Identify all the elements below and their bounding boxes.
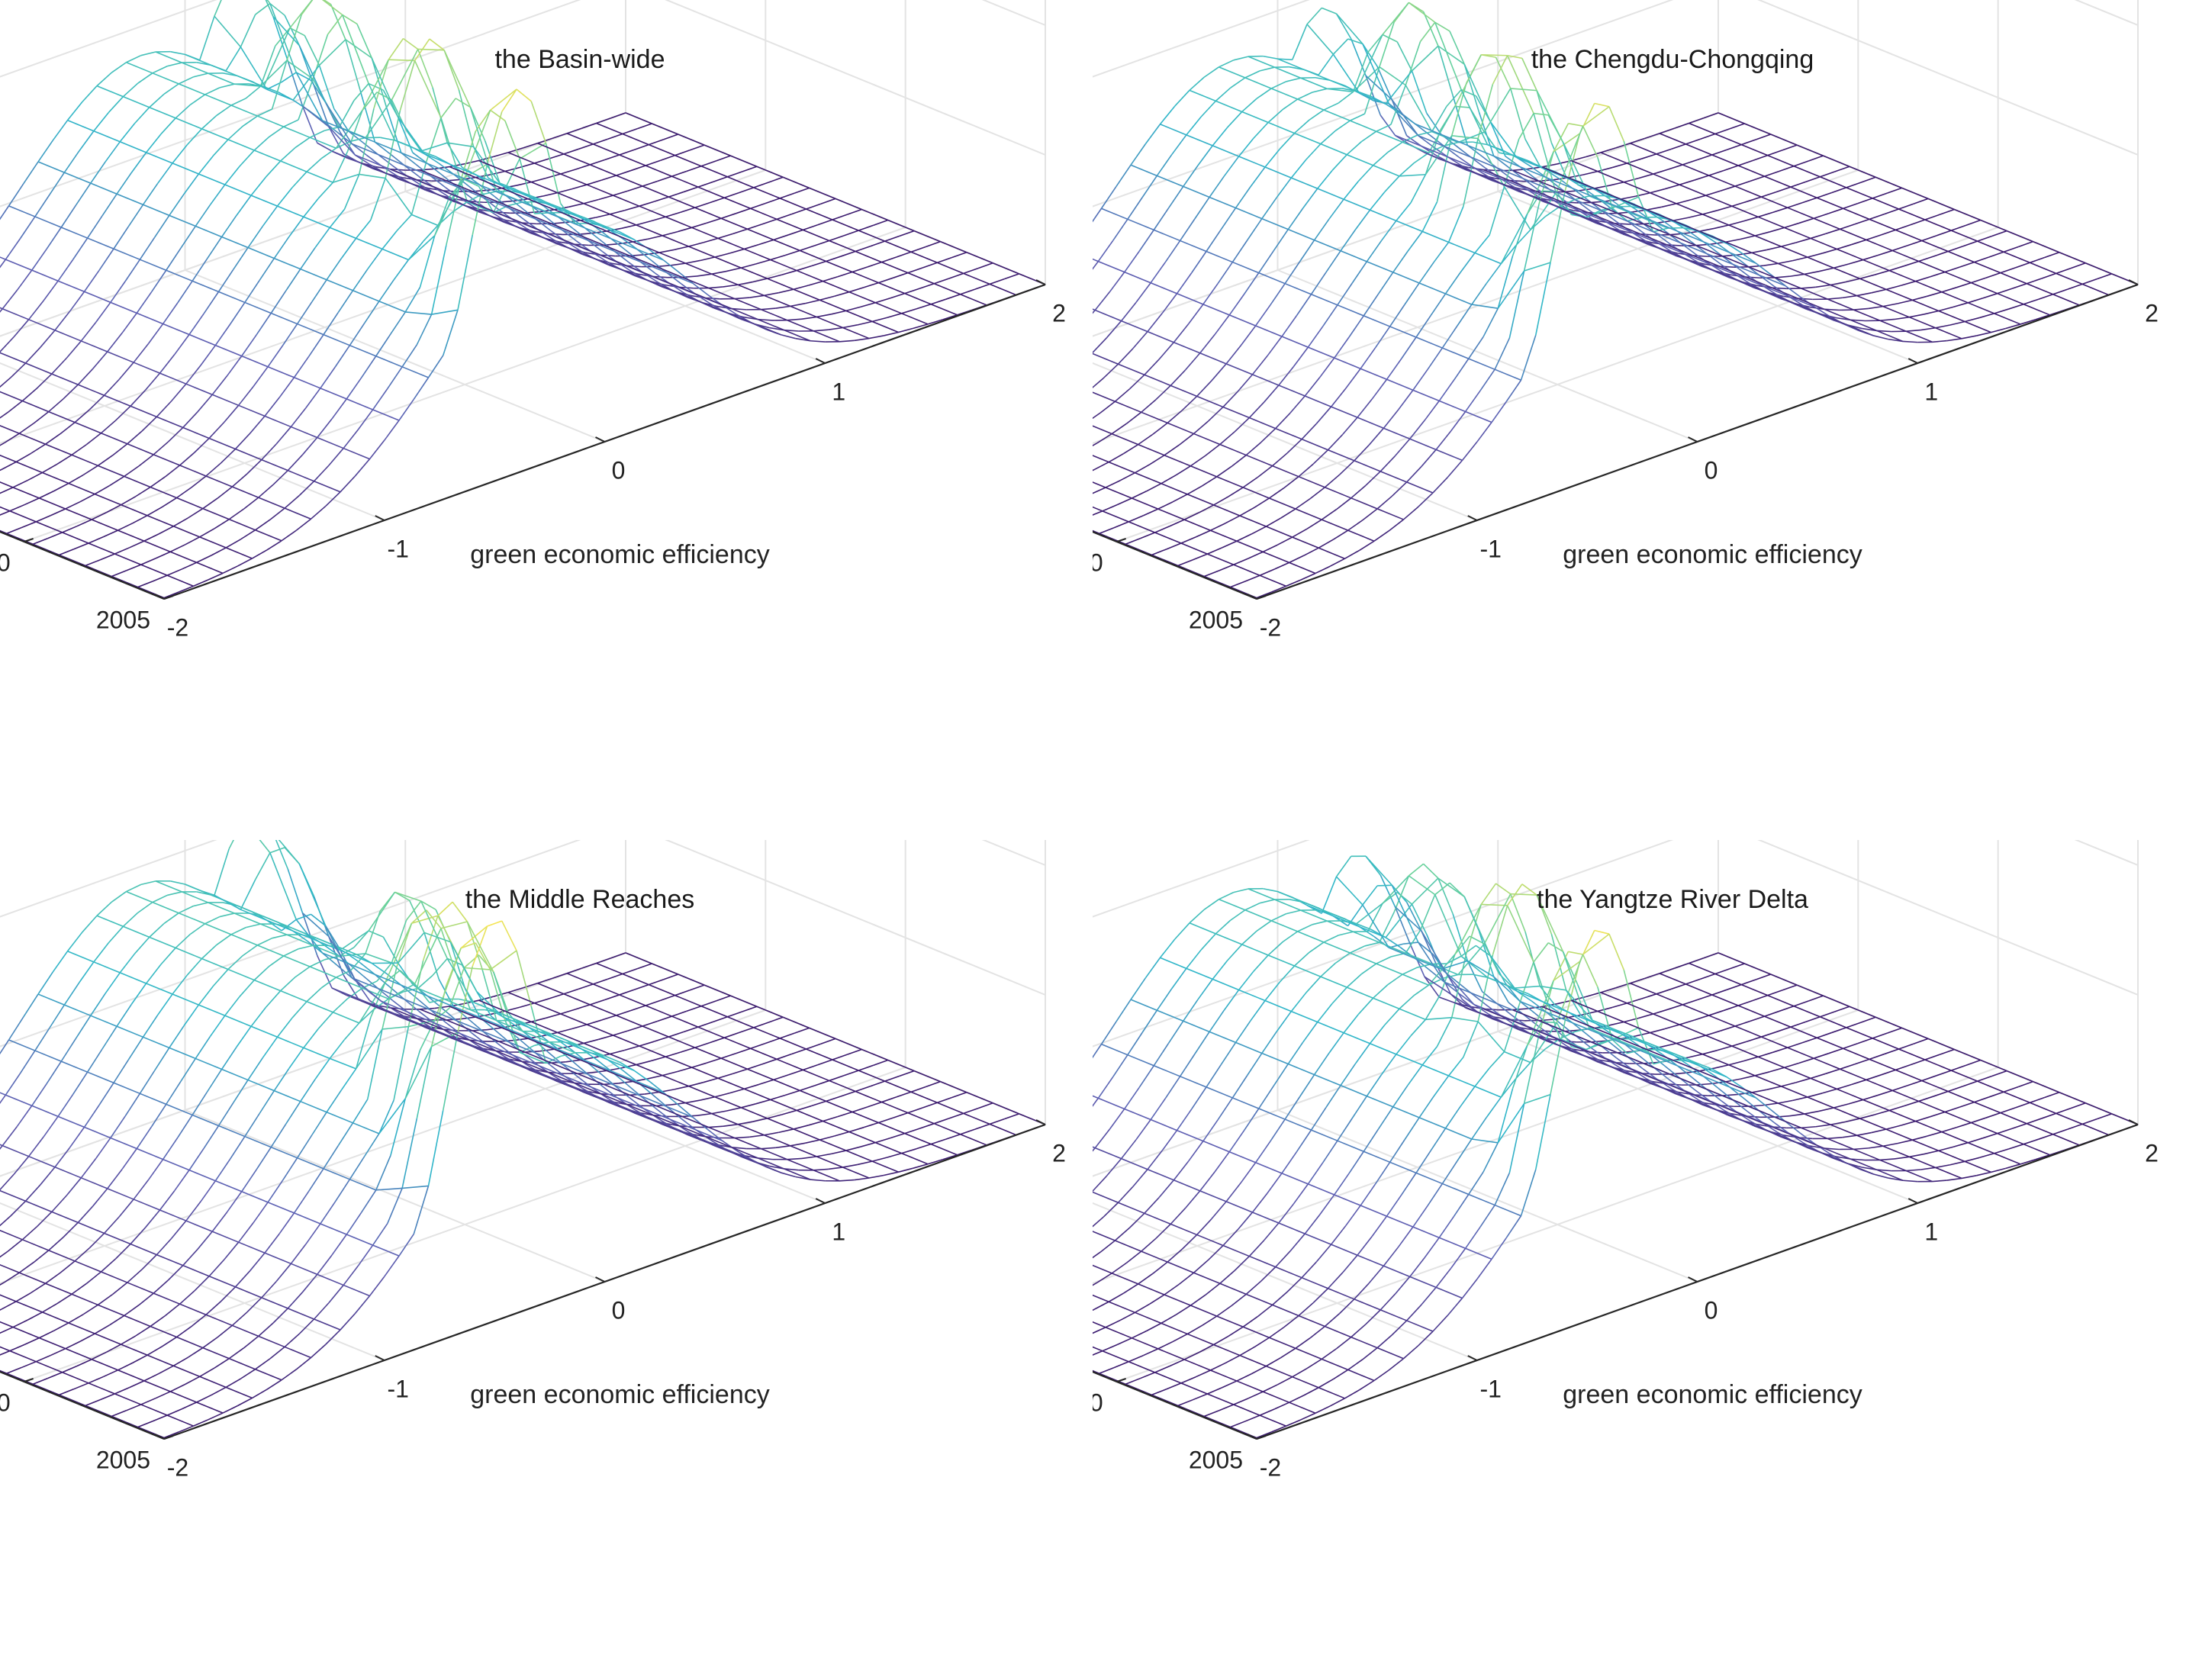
year-tick-label: 2005 (1189, 606, 1243, 633)
axes (0, 279, 1046, 600)
axes (1093, 279, 2139, 600)
x-tick-label: 2 (2145, 299, 2159, 327)
x-axis-label: green economic efficiency (470, 540, 769, 569)
x-tick-label: -2 (167, 613, 188, 641)
chart-title: the Chengdu-Chongqing (1531, 45, 1814, 74)
x-tick-label: 1 (832, 1218, 845, 1245)
year-tick-label: 2010 (1093, 549, 1103, 576)
surface-mesh (1093, 2, 2139, 599)
surface-mesh (0, 840, 1046, 1439)
x-tick-label: -1 (1480, 535, 1502, 562)
x-tick-label: -2 (1260, 1453, 1281, 1481)
year-tick-label: 2010 (0, 549, 11, 576)
x-axis-label: green economic efficiency (1563, 1380, 1862, 1409)
chart-title: the Middle Reaches (465, 885, 695, 914)
grid (1093, 840, 2139, 1440)
x-tick-label: 0 (1705, 456, 1718, 484)
surface-plot: -2-1012200520102015202000.511.5the Middl… (0, 840, 1066, 1481)
axes (0, 1119, 1046, 1440)
x-tick-label: -1 (388, 1375, 409, 1402)
surface-plot: -2-1012200520102015202000.511.5the Yangt… (1093, 840, 2159, 1481)
surface-mesh (1093, 855, 2139, 1439)
x-tick-label: 2 (1052, 1139, 1066, 1167)
year-tick-label: 2005 (96, 1446, 150, 1473)
axes (1093, 1119, 2139, 1440)
surface-plot: -2-1012200520102015202000.511.5the Basin… (0, 0, 1066, 641)
x-tick-label: 1 (832, 378, 845, 405)
chart-panel-1: -2-1012200520102015202000.511.5the Basin… (0, 0, 1093, 840)
chart-panel-3: -2-1012200520102015202000.511.5the Middl… (0, 840, 1093, 1680)
year-axis-line (1093, 1370, 1257, 1440)
x-tick-label: 0 (612, 1296, 626, 1324)
year-tick-label: 2005 (1189, 1446, 1243, 1473)
x-tick-label: -1 (1480, 1375, 1502, 1402)
x-tick-label: -2 (1260, 613, 1281, 641)
x-tick-label: 2 (1052, 299, 1066, 327)
x-tick-label: 0 (612, 456, 626, 484)
x-tick-label: 0 (1705, 1296, 1718, 1324)
chart-title: the Yangtze River Delta (1537, 885, 1808, 914)
year-tick-label: 2010 (1093, 1389, 1103, 1416)
chart-title: the Basin-wide (494, 45, 665, 74)
x-axis-label: green economic efficiency (1563, 540, 1862, 569)
year-axis-line (1093, 530, 1257, 600)
x-tick-label: -1 (388, 535, 409, 562)
year-tick-label: 2010 (0, 1389, 11, 1416)
x-tick-label: 2 (2145, 1139, 2159, 1167)
x-axis-label: green economic efficiency (470, 1380, 769, 1409)
surface-mesh (0, 0, 1046, 599)
chart-panel-2: -2-1012200520102015202000.511.5the Cheng… (1093, 0, 2185, 840)
year-axis-line (0, 530, 165, 600)
grid (1093, 0, 2139, 600)
x-tick-label: 1 (1924, 378, 1938, 405)
year-tick-label: 2005 (96, 606, 150, 633)
year-axis-line (0, 1370, 165, 1440)
chart-panel-4: -2-1012200520102015202000.511.5the Yangt… (1093, 840, 2185, 1680)
x-tick-label: 1 (1924, 1218, 1938, 1245)
grid (0, 0, 1046, 600)
x-tick-label: -2 (167, 1453, 188, 1481)
surface-plot: -2-1012200520102015202000.511.5the Cheng… (1093, 0, 2159, 641)
